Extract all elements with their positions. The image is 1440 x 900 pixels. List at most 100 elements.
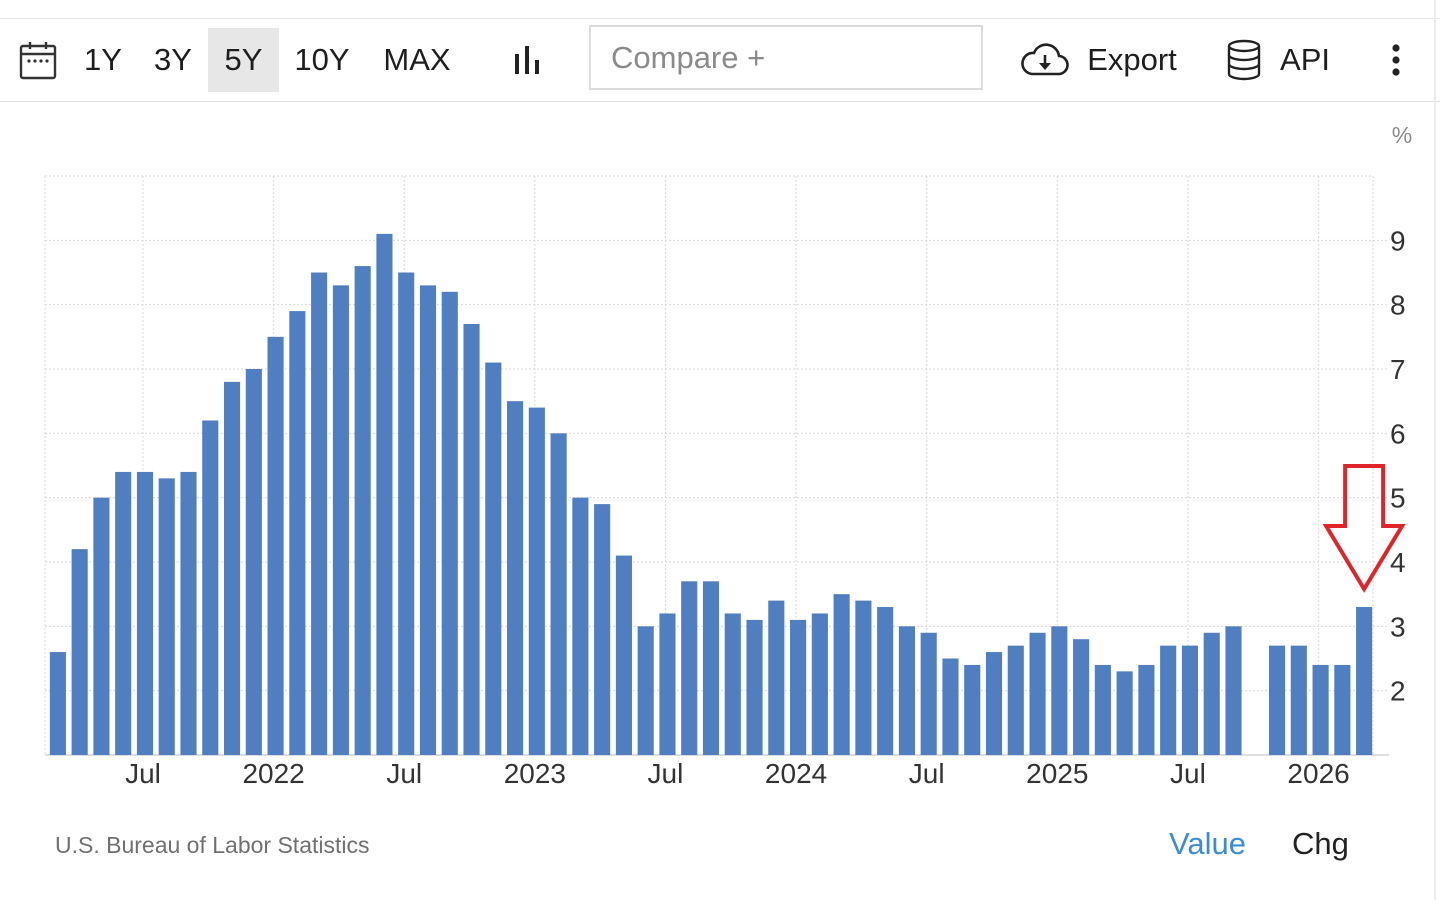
bar[interactable] <box>223 381 241 755</box>
x-tick-label: Jul <box>648 758 684 789</box>
bar[interactable] <box>1116 671 1133 755</box>
bar[interactable] <box>1203 632 1220 755</box>
bar[interactable] <box>267 336 284 755</box>
bar[interactable] <box>136 471 154 755</box>
bar[interactable] <box>746 619 763 755</box>
calendar-icon[interactable] <box>16 28 60 92</box>
bar[interactable] <box>1290 645 1307 755</box>
compare-input[interactable]: Compare + <box>589 25 983 90</box>
range-1y[interactable]: 1Y <box>84 42 122 77</box>
range-max[interactable]: MAX <box>383 42 451 77</box>
bar[interactable] <box>485 362 502 755</box>
bar[interactable] <box>702 581 720 755</box>
tab-chg[interactable]: Chg <box>1292 826 1349 861</box>
bar-chart-icon[interactable] <box>505 28 551 92</box>
bar[interactable] <box>49 652 66 755</box>
bar[interactable] <box>419 285 437 755</box>
bar[interactable] <box>93 497 110 755</box>
cloud-download-icon[interactable] <box>1016 28 1072 92</box>
bar[interactable] <box>463 323 480 755</box>
x-tick-label: 2022 <box>242 758 304 789</box>
bar[interactable] <box>811 613 828 755</box>
bar[interactable] <box>768 600 785 755</box>
more-vertical-icon[interactable] <box>1380 28 1412 92</box>
bar[interactable] <box>550 433 567 755</box>
bar[interactable] <box>920 632 937 755</box>
bar[interactable] <box>180 471 197 755</box>
api-button[interactable]: API <box>1280 42 1330 77</box>
bar[interactable] <box>1094 664 1111 755</box>
bar[interactable] <box>572 497 589 755</box>
x-tick-label: Jul <box>1170 758 1206 789</box>
bar[interactable] <box>245 369 262 755</box>
source-label: U.S. Bureau of Labor Statistics <box>55 832 370 858</box>
bar[interactable] <box>1051 626 1068 755</box>
bar[interactable] <box>289 311 306 755</box>
bar[interactable] <box>1356 607 1373 755</box>
range-10y[interactable]: 10Y <box>294 42 350 77</box>
bar[interactable] <box>964 664 981 755</box>
bar[interactable] <box>528 407 545 755</box>
bar[interactable] <box>790 619 807 755</box>
annotation-arrow <box>1322 464 1406 593</box>
x-tick-label: 2024 <box>765 758 827 789</box>
bar[interactable] <box>855 600 872 755</box>
bar[interactable] <box>1007 645 1024 755</box>
x-tick-label: 2026 <box>1287 758 1349 789</box>
bar[interactable] <box>1029 632 1046 755</box>
bar[interactable] <box>354 266 371 755</box>
bar[interactable] <box>594 504 611 755</box>
y-tick-label: 4 <box>1390 547 1406 578</box>
bar[interactable] <box>507 401 524 755</box>
bar[interactable] <box>376 233 393 755</box>
bar[interactable] <box>71 549 88 755</box>
y-tick-label: 9 <box>1390 225 1406 256</box>
bar[interactable] <box>833 594 850 755</box>
unit-label: % <box>1392 122 1412 148</box>
bar[interactable] <box>637 626 654 755</box>
y-axis-ticks: 2 3 4 5 6 7 8 9 <box>1390 225 1406 706</box>
range-5y[interactable]: 5Y <box>208 28 279 92</box>
y-tick-label: 7 <box>1390 354 1406 385</box>
bar[interactable] <box>115 471 132 755</box>
bar[interactable] <box>441 291 458 755</box>
bar[interactable] <box>332 285 349 755</box>
bar[interactable] <box>615 555 632 755</box>
chart-grid <box>44 175 1389 756</box>
tab-value[interactable]: Value <box>1169 826 1246 861</box>
bar[interactable] <box>1181 645 1199 755</box>
bar[interactable] <box>158 478 175 755</box>
bar[interactable] <box>942 658 959 756</box>
bar[interactable] <box>681 581 698 755</box>
range-3y[interactable]: 3Y <box>154 42 192 77</box>
x-axis-ticks: Jul 2022 Jul 2023 Jul 2024 Jul 2025 Jul 2026 <box>125 758 1350 789</box>
bar[interactable] <box>1073 639 1090 755</box>
red-down-arrow <box>1322 464 1406 593</box>
chart-toolbar: 1Y 3Y 5Y 10Y MAX Compare + Export API <box>0 19 1440 102</box>
bar[interactable] <box>398 272 415 756</box>
x-tick-label: 2025 <box>1026 758 1088 789</box>
bar[interactable] <box>202 420 219 755</box>
bar[interactable] <box>1160 645 1177 755</box>
y-tick-label: 8 <box>1390 290 1406 321</box>
bar[interactable] <box>877 607 894 755</box>
y-tick-label: 6 <box>1390 418 1406 449</box>
export-button[interactable]: Export <box>1087 42 1177 77</box>
right-border <box>1434 0 1436 900</box>
bar[interactable] <box>1334 664 1351 755</box>
y-tick-label: 3 <box>1390 611 1406 642</box>
bar[interactable] <box>1268 645 1286 755</box>
bar[interactable] <box>1138 664 1155 755</box>
y-tick-label: 5 <box>1390 483 1406 514</box>
bar[interactable] <box>1312 664 1329 755</box>
bar[interactable] <box>898 626 915 755</box>
bar-series <box>49 233 1373 756</box>
database-icon[interactable] <box>1222 28 1266 92</box>
bar[interactable] <box>311 272 328 756</box>
bar[interactable] <box>659 613 676 755</box>
bar[interactable] <box>985 652 1003 755</box>
bar[interactable] <box>1225 626 1242 755</box>
bar[interactable] <box>724 613 741 755</box>
x-tick-label: 2023 <box>504 758 566 789</box>
